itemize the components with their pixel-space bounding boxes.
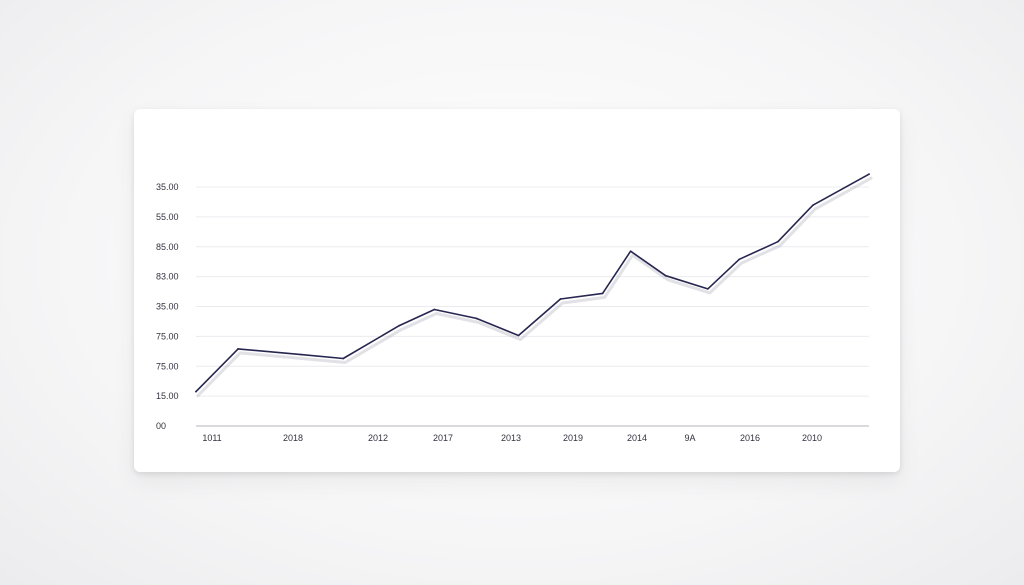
data-point (398, 324, 401, 327)
series-line-shadow (196, 176, 873, 398)
data-point (433, 308, 436, 311)
data-point (195, 390, 197, 393)
y-tick-label: 15.00 (156, 391, 179, 401)
y-tick-labels: 00 15.00 75.00 75.00 35.00 83.00 85.00 55.00 35.… (156, 182, 179, 431)
data-point (559, 298, 562, 300)
x-tick-label: 1011 (202, 433, 221, 443)
x-tick-label: 2017 (433, 433, 453, 443)
y-tick-label: 55.00 (156, 212, 179, 222)
data-point (776, 240, 779, 243)
grid-lines (196, 186, 869, 397)
data-point (475, 317, 478, 320)
data-point (601, 292, 604, 295)
x-tick-labels: 1011 2018 2012 2017 2013 2019 2014 9A 2016 2010 (202, 433, 822, 443)
y-tick-label: 35.00 (156, 302, 179, 312)
data-point (664, 274, 667, 277)
data-point (812, 204, 814, 207)
y-tick-label: 75.00 (156, 331, 179, 341)
data-point (300, 353, 303, 356)
y-tick-label: 35.00 (156, 182, 179, 192)
line-chart: 00 15.00 75.00 75.00 35.00 83.00 85.00 55.00 35.… (156, 173, 873, 443)
data-point (237, 348, 239, 350)
x-tick-label: 2016 (740, 433, 760, 443)
chart-card: 00 15.00 75.00 75.00 35.00 83.00 85.00 55.00 35.… (134, 109, 900, 472)
y-tick-label: 85.00 (156, 242, 179, 252)
x-tick-label: 2018 (283, 433, 303, 443)
data-point (706, 287, 709, 290)
x-tick-label: 2010 (802, 433, 822, 443)
x-tick-label: 2013 (501, 433, 521, 443)
series-layer (195, 173, 873, 398)
data-point (738, 258, 741, 261)
data-point (517, 334, 520, 337)
x-tick-label: 2014 (627, 433, 647, 443)
x-tick-label: 2019 (563, 433, 583, 443)
data-point (342, 357, 345, 360)
y-tick-label: 83.00 (156, 272, 179, 282)
x-tick-label: 2012 (368, 433, 388, 443)
x-tick-label: 9A (684, 433, 695, 443)
y-tick-label: 75.00 (156, 361, 179, 371)
data-point (868, 173, 870, 176)
data-point (629, 250, 632, 253)
y-tick-label: 00 (156, 421, 166, 431)
